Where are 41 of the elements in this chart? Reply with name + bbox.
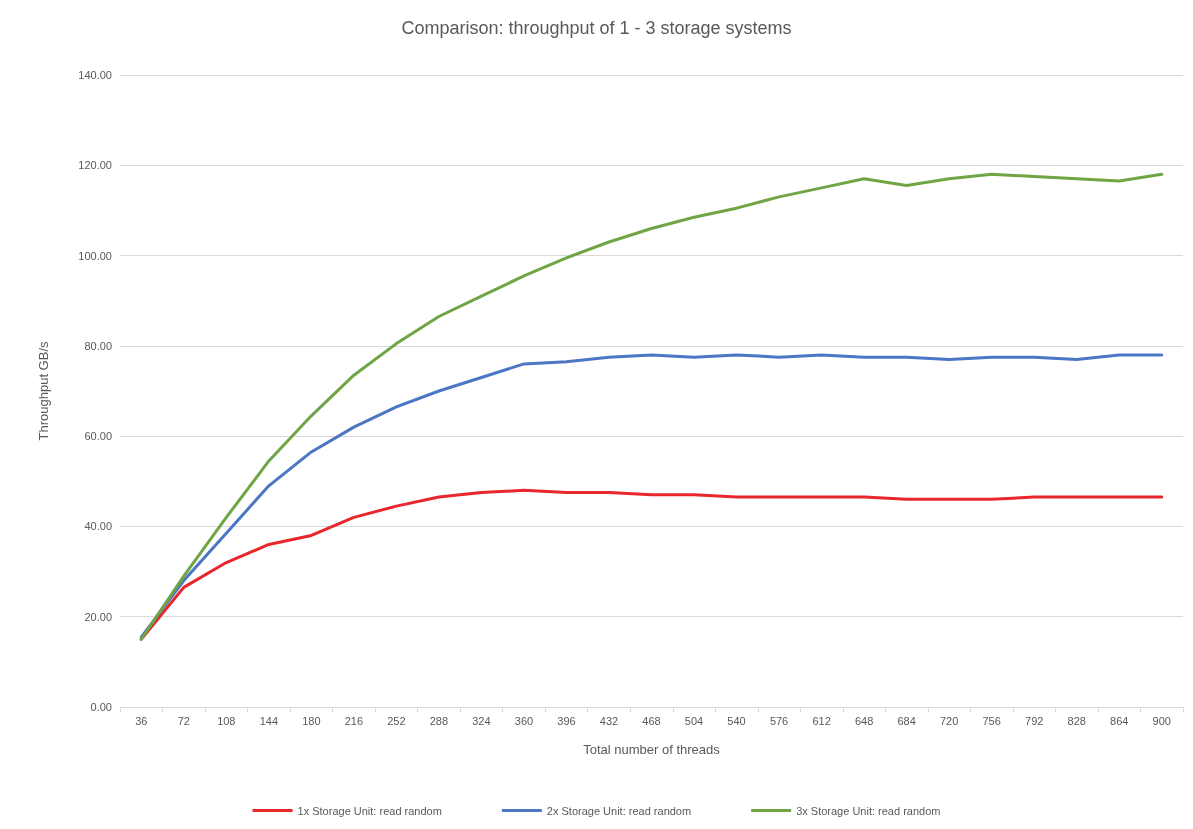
y-tick-label: 0.00 (90, 701, 112, 713)
x-tick-label: 612 (812, 714, 831, 727)
x-tick-label: 108 (217, 714, 236, 727)
y-tick-label: 100.00 (78, 249, 112, 262)
x-tick-label: 864 (1110, 714, 1129, 727)
x-axis-title: Total number of threads (583, 742, 721, 757)
y-tick-label: 60.00 (84, 430, 112, 443)
x-tick-label: 504 (684, 714, 704, 727)
x-tick-label: 900 (1152, 714, 1171, 727)
x-tick-label: 180 (302, 714, 321, 727)
x-tick-label: 828 (1067, 714, 1086, 727)
line-series (139, 172, 1164, 641)
x-tick-label: 216 (344, 714, 364, 727)
x-tick-label: 756 (982, 714, 1001, 727)
y-tick-label: 120.00 (78, 159, 112, 172)
legend-label: 1x Storage Unit: read random (297, 804, 442, 817)
x-tick-label: 648 (854, 714, 874, 727)
x-tick-label: 792 (1025, 714, 1044, 727)
x-tick-label: 144 (259, 714, 278, 727)
x-tick-label: 432 (599, 714, 619, 727)
x-tick-label: 36 (135, 714, 148, 727)
y-tick-label: 80.00 (84, 339, 112, 352)
x-tick-label: 324 (472, 714, 491, 727)
chart-title: Comparison: throughput of 1 - 3 storage systems (401, 18, 792, 38)
y-tick-label: 140.00 (78, 69, 112, 81)
x-tick-label: 576 (769, 714, 789, 727)
y-tick-label: 20.00 (84, 610, 112, 623)
x-tick-label: 720 (939, 714, 959, 727)
x-tick-label: 684 (897, 714, 916, 727)
legend-label: 3x Storage Unit: read random (796, 804, 941, 817)
line-series (139, 353, 1164, 639)
x-tick-label: 252 (387, 714, 406, 727)
x-tick-label: 396 (557, 714, 576, 727)
x-tick-label: 468 (642, 714, 661, 727)
legend-label: 2x Storage Unit: read random (546, 804, 692, 817)
y-axis-title: Throughput GB/s (36, 341, 51, 441)
x-tick-label: 72 (177, 714, 190, 727)
x-tick-label: 288 (429, 714, 449, 727)
x-tick-label: 360 (514, 714, 534, 727)
y-tick-label: 40.00 (84, 520, 112, 533)
x-tick-label: 540 (727, 714, 746, 727)
